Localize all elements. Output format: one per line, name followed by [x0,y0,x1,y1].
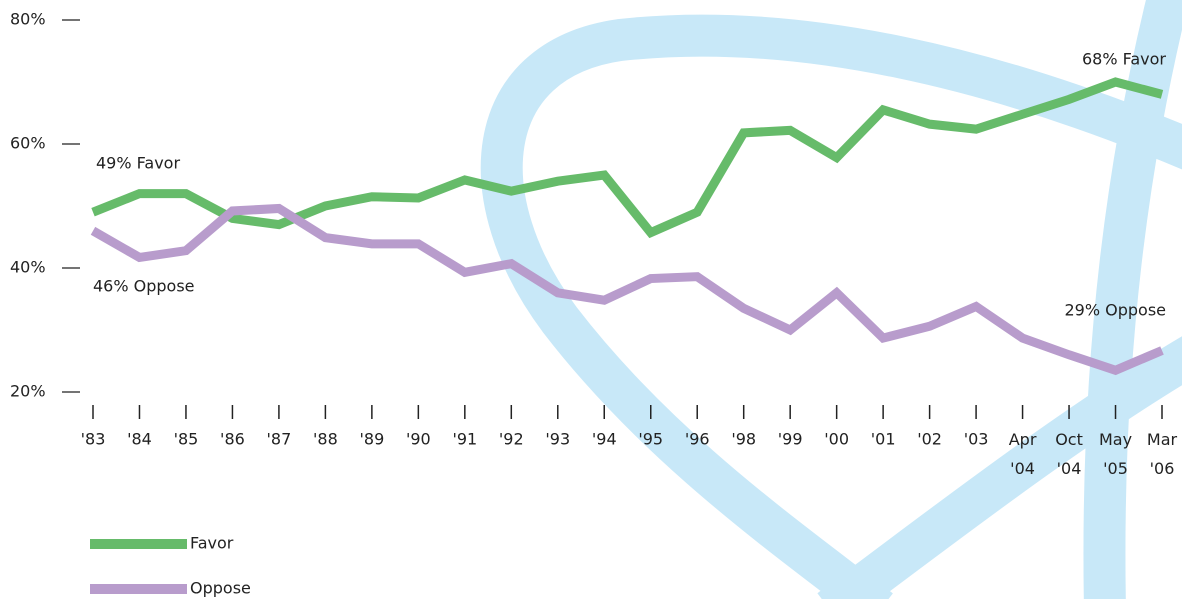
x-tick-label: '92 [499,430,524,449]
y-tick-label: 40% [10,258,46,277]
series-line [90,203,1164,376]
annotation: 68% Favor [1082,50,1166,69]
annotation: 29% Oppose [1064,301,1166,320]
x-tick-label: '95 [638,430,663,449]
x-tick-label: Mar '06 [1147,430,1178,478]
y-tick-label: 60% [10,134,46,153]
series-line [91,77,1164,239]
y-tick-label: 20% [10,382,46,401]
x-tick-label: '98 [731,430,756,449]
x-tick-label: Oct '04 [1055,430,1083,478]
x-tick-label: '86 [220,430,245,449]
x-tick-label: '91 [452,430,477,449]
x-tick-label: '89 [359,430,384,449]
legend-label: Favor [190,534,234,553]
x-tick-label: '83 [81,430,106,449]
x-tick-label: '84 [127,430,152,449]
annotation: 46% Oppose [93,277,195,296]
y-tick-label: 80% [10,10,46,29]
x-tick-label: '03 [964,430,989,449]
annotation: 49% Favor [96,154,180,173]
x-tick-label: May '05 [1099,430,1132,478]
x-tick-label: '02 [917,430,942,449]
x-tick-label: '85 [174,430,199,449]
background-decoration [480,0,1182,599]
x-tick-label: '87 [267,430,292,449]
x-tick-label: '88 [313,430,338,449]
x-tick-label: '99 [778,430,803,449]
x-tick-label: '01 [871,430,896,449]
x-tick-label: '90 [406,430,431,449]
x-tick-label: '00 [824,430,849,449]
x-tick-label: '96 [685,430,710,449]
legend-label: Oppose [190,579,251,598]
x-tick-label: '94 [592,430,617,449]
x-tick-label: '93 [545,430,570,449]
x-tick-label: Apr '04 [1009,430,1037,478]
